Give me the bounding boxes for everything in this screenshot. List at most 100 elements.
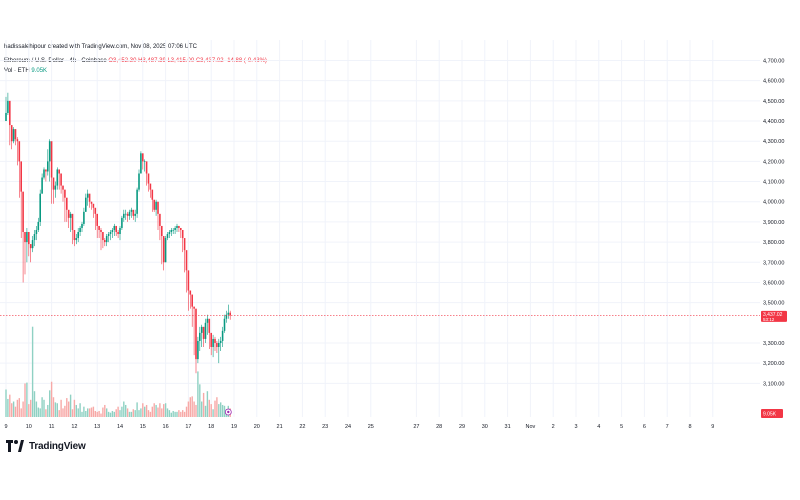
candle-body[interactable] — [162, 236, 165, 263]
candle-body[interactable] — [96, 213, 98, 226]
candle-body[interactable] — [128, 211, 131, 216]
candle-body[interactable] — [124, 213, 127, 215]
candle-body[interactable] — [24, 232, 26, 243]
candle-body[interactable] — [71, 213, 74, 230]
candle-body[interactable] — [85, 197, 87, 212]
candle-body[interactable] — [43, 169, 45, 178]
candle-body[interactable] — [189, 290, 192, 295]
candle-body[interactable] — [62, 185, 64, 190]
candle-body[interactable] — [67, 209, 70, 218]
candle-body[interactable] — [199, 332, 201, 341]
candle-body[interactable] — [164, 238, 167, 263]
candle-body[interactable] — [212, 338, 214, 348]
candle-body[interactable] — [18, 141, 21, 162]
candle-body[interactable] — [58, 169, 60, 174]
candle-body[interactable] — [174, 227, 176, 230]
candle-body[interactable] — [185, 250, 188, 271]
candle-body[interactable] — [86, 193, 89, 198]
candle-body[interactable] — [60, 173, 62, 186]
candle-body[interactable] — [92, 203, 95, 208]
candle-body[interactable] — [117, 232, 119, 235]
candle-body[interactable] — [214, 338, 216, 343]
candle-body[interactable] — [195, 308, 197, 360]
candle-body[interactable] — [208, 318, 211, 333]
candle-body[interactable] — [202, 326, 205, 339]
candle-body[interactable] — [107, 234, 110, 237]
candle-body[interactable] — [111, 229, 114, 232]
candle-body[interactable] — [29, 244, 32, 249]
candle-body[interactable] — [170, 229, 173, 232]
candle-body[interactable] — [219, 340, 222, 343]
candle-body[interactable] — [149, 183, 152, 190]
candle-body[interactable] — [45, 169, 47, 172]
candle-body[interactable] — [206, 318, 209, 323]
candle-body[interactable] — [37, 221, 40, 230]
candle-body[interactable] — [123, 213, 125, 218]
candle-body[interactable] — [172, 229, 174, 231]
candle-body[interactable] — [151, 189, 154, 200]
candle-body[interactable] — [153, 199, 155, 210]
candle-body[interactable] — [47, 161, 49, 172]
candle-body[interactable] — [197, 340, 199, 360]
candle-body[interactable] — [225, 314, 228, 319]
candle-body[interactable] — [35, 229, 38, 235]
candle-body[interactable] — [69, 213, 72, 218]
candle-body[interactable] — [52, 177, 55, 190]
candle-body[interactable] — [227, 312, 230, 315]
candle-body[interactable] — [41, 177, 43, 194]
candle-body[interactable] — [191, 294, 193, 307]
candle-body[interactable] — [54, 185, 57, 190]
candle-body[interactable] — [14, 129, 17, 140]
candle-body[interactable] — [176, 225, 178, 228]
candle-body[interactable] — [10, 125, 13, 142]
candle-body[interactable] — [115, 225, 117, 232]
candle-body[interactable] — [22, 191, 24, 232]
candle-body[interactable] — [12, 129, 15, 142]
candle-body[interactable] — [145, 161, 148, 174]
candle-body[interactable] — [39, 193, 41, 222]
candle-body[interactable] — [161, 225, 163, 237]
candle-body[interactable] — [5, 112, 7, 122]
candle-body[interactable] — [79, 227, 81, 232]
candle-body[interactable] — [56, 169, 59, 186]
candle-body[interactable] — [193, 306, 195, 309]
candle-body[interactable] — [73, 229, 76, 241]
candle-body[interactable] — [98, 225, 100, 230]
candle-body[interactable] — [81, 223, 83, 228]
candle-body[interactable] — [104, 240, 106, 243]
candle-body[interactable] — [126, 213, 129, 216]
candle-body[interactable] — [187, 270, 190, 291]
candle-body[interactable] — [138, 173, 140, 190]
candle-body[interactable] — [134, 213, 136, 216]
candle-body[interactable] — [200, 326, 203, 333]
candle-body[interactable] — [216, 342, 218, 348]
candle-body[interactable] — [155, 201, 157, 210]
candle-body[interactable] — [90, 201, 93, 204]
candle-body[interactable] — [147, 173, 150, 184]
candle-body[interactable] — [168, 232, 171, 235]
candle-body[interactable] — [48, 141, 51, 162]
candle-body[interactable] — [130, 209, 133, 212]
candle-body[interactable] — [102, 232, 104, 241]
candle-body[interactable] — [50, 141, 53, 178]
candle-body[interactable] — [142, 153, 144, 162]
candle-body[interactable] — [31, 240, 34, 249]
candle-body[interactable] — [132, 209, 135, 216]
candle-body[interactable] — [33, 234, 36, 241]
candle-body[interactable] — [136, 189, 138, 214]
candle-body[interactable] — [75, 238, 78, 241]
candle-body[interactable] — [178, 225, 180, 228]
candle-body[interactable] — [121, 217, 123, 228]
candle-body[interactable] — [183, 238, 186, 251]
candle-body[interactable] — [109, 232, 112, 235]
candle-body[interactable] — [64, 189, 66, 198]
candle-body[interactable] — [140, 153, 142, 174]
candle-body[interactable] — [100, 229, 102, 232]
candle-body[interactable] — [77, 232, 79, 239]
candle-body[interactable] — [88, 193, 91, 202]
candle-body[interactable] — [157, 201, 159, 214]
candle-body[interactable] — [218, 342, 220, 348]
candle-body[interactable] — [7, 100, 9, 113]
legend-volume-label[interactable]: Vol · ETH — [4, 68, 30, 74]
